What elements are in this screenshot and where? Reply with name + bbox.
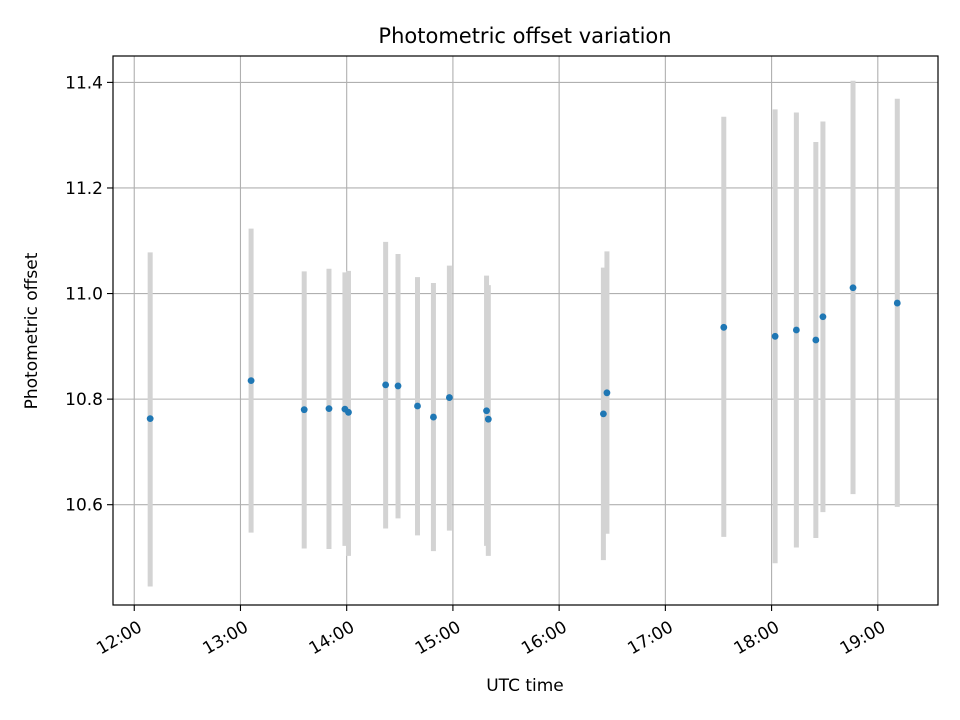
- y-tick-label: 10.6: [65, 496, 103, 516]
- data-point: [430, 413, 437, 421]
- data-point: [849, 284, 857, 292]
- data-point: [445, 394, 453, 401]
- data-point: [819, 313, 827, 321]
- data-point: [300, 406, 308, 414]
- data-point: [382, 381, 390, 389]
- data-point: [771, 332, 779, 340]
- data-point: [345, 408, 352, 416]
- data-point: [603, 389, 611, 397]
- data-point: [483, 407, 490, 415]
- data-point: [792, 326, 800, 334]
- data-point: [325, 405, 333, 413]
- data-point: [599, 410, 607, 418]
- chart-title: Photometric offset variation: [378, 24, 671, 48]
- y-axis: 10.6 10.8 11.0 11.2 11.4: [65, 73, 113, 516]
- data-point: [720, 323, 728, 331]
- data-point: [812, 336, 820, 344]
- data-point: [394, 382, 402, 390]
- data-point: [893, 299, 901, 307]
- data-point: [414, 402, 421, 410]
- data-points: [146, 284, 901, 423]
- y-tick-label: 11.2: [65, 179, 103, 199]
- data-point: [484, 415, 492, 423]
- y-tick-label: 10.8: [65, 390, 103, 410]
- data-point: [146, 415, 154, 423]
- plot-frame: [112, 55, 939, 606]
- x-axis-label: UTC time: [486, 676, 564, 696]
- y-axis-label: Photometric offset: [22, 252, 42, 409]
- y-tick-label: 11.4: [65, 73, 103, 93]
- y-tick-label: 11.0: [65, 285, 103, 305]
- data-point: [247, 377, 255, 385]
